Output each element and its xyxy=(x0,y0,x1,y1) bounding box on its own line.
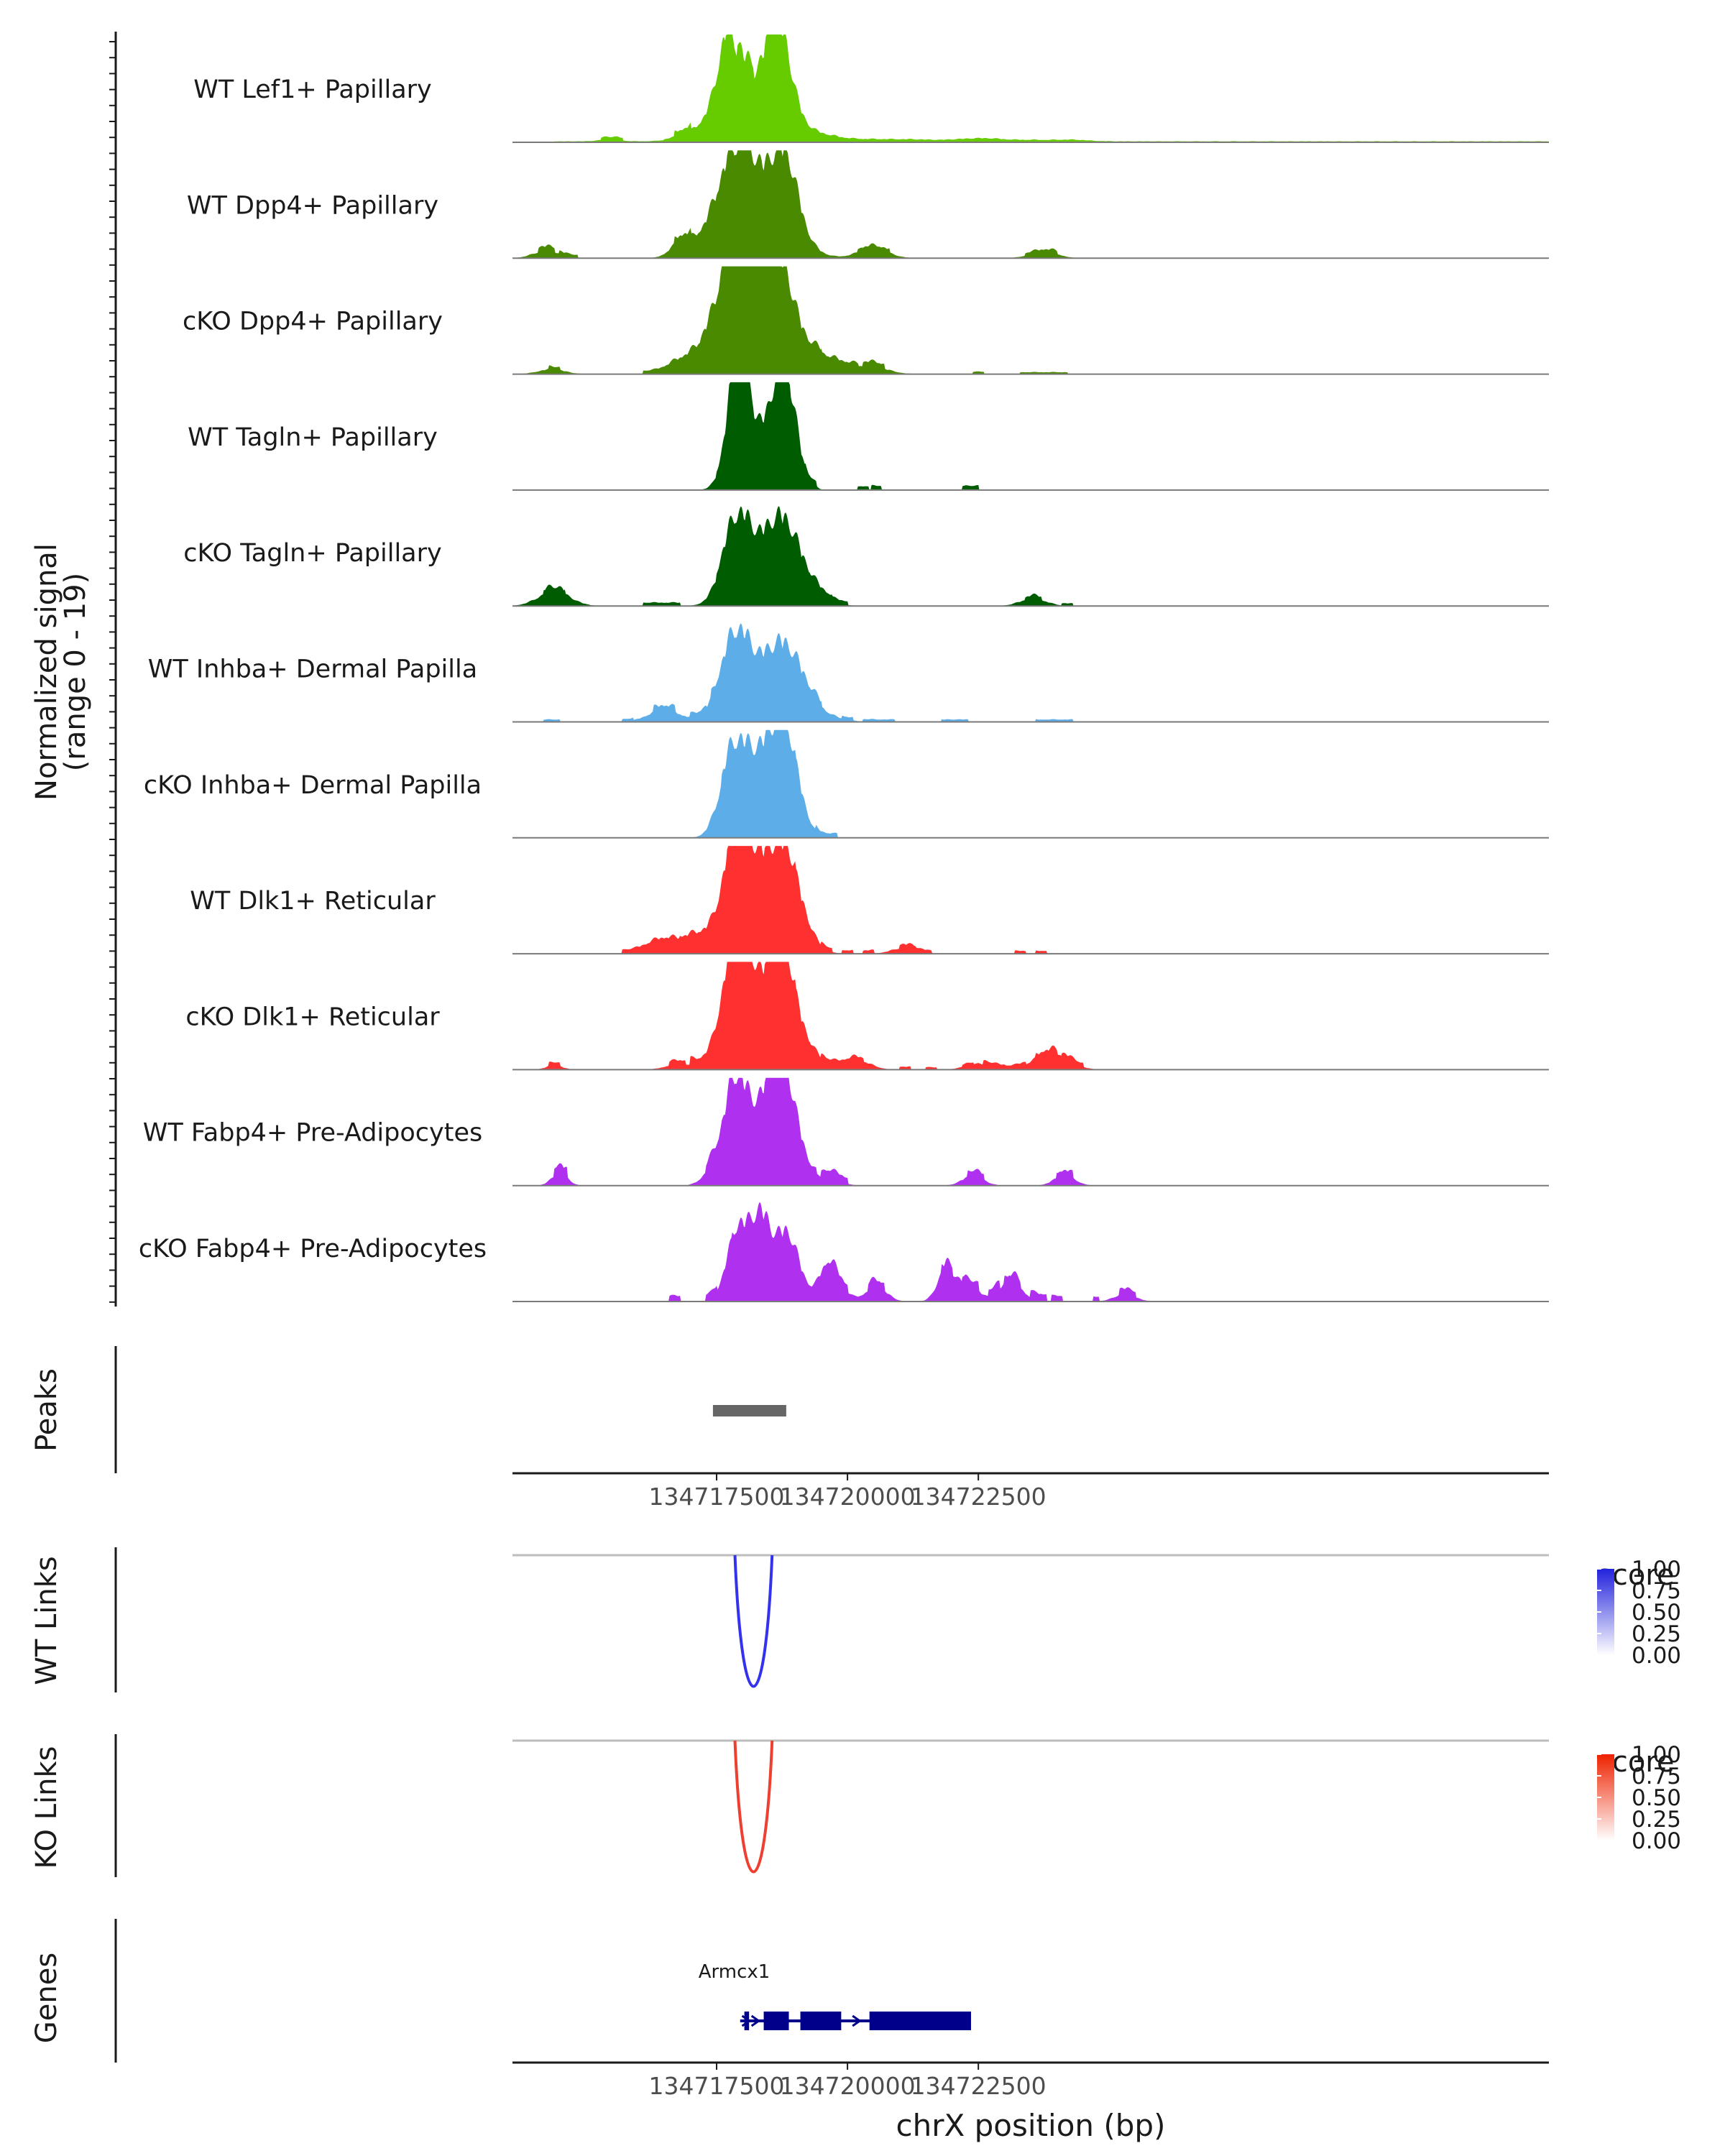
ko-links-label: KO Links xyxy=(30,1746,63,1869)
x-axis-tick-label: 134720000 xyxy=(780,2072,916,2100)
link-track-ko-links: 1.000.750.500.250.00 xyxy=(114,1734,1681,1877)
wt-links-label: WT Links xyxy=(30,1556,63,1685)
track-label: cKO Tagln+ Papillary xyxy=(183,539,442,568)
x-axis-tick-label: 134722500 xyxy=(911,2072,1046,2100)
peak-region xyxy=(712,1405,786,1416)
track-label: WT Dlk1+ Reticular xyxy=(190,887,436,916)
gene-exon xyxy=(744,2012,750,2030)
genes-track-label: Genes xyxy=(30,1953,63,2043)
peaks-track: Peaks xyxy=(30,1346,786,1473)
score-legend-label: 0.50 xyxy=(1632,1600,1681,1626)
score-legend-label: 0.75 xyxy=(1632,1764,1681,1789)
x-axis-tick-label: 134722500 xyxy=(911,1483,1046,1511)
x-axis-tick-label: 134717500 xyxy=(649,1483,785,1511)
coverage-track-wt-tagln-papillary: WT Tagln+ Papillary xyxy=(188,382,1549,491)
coverage-track-cko-tagln-papillary: cKO Tagln+ Papillary xyxy=(183,506,1549,607)
coverage-track-cko-fabp4-pre-adipocytes: cKO Fabp4+ Pre-Adipocytes xyxy=(139,1202,1549,1302)
track-label: cKO Inhba+ Dermal Papilla xyxy=(144,771,482,800)
gene-exon xyxy=(869,2012,971,2030)
strand-arrow xyxy=(852,2014,862,2027)
track-label: cKO Fabp4+ Pre-Adipocytes xyxy=(139,1235,487,1263)
gene-name-label: Armcx1 xyxy=(699,1961,770,1983)
coverage-area xyxy=(512,846,1549,954)
coverage-track-cko-dpp4-papillary: cKO Dpp4+ Papillary xyxy=(183,266,1549,375)
track-label: WT Tagln+ Papillary xyxy=(188,423,438,452)
link-tracks: WT Links KO Links score score 1.000.750.… xyxy=(30,1547,1681,1877)
coverage-track-wt-fabp4-pre-adipocytes: WT Fabp4+ Pre-Adipocytes xyxy=(143,1077,1549,1187)
coverage-track-wt-lef1-papillary: WT Lef1+ Papillary xyxy=(193,34,1549,143)
coverage-track-wt-dlk1-reticular: WT Dlk1+ Reticular xyxy=(190,846,1549,955)
coverage-area xyxy=(512,34,1549,142)
score-legend-label: 1.00 xyxy=(1632,1742,1681,1768)
score-legend-label: 0.25 xyxy=(1632,1621,1681,1647)
score-legend-label: 0.75 xyxy=(1632,1578,1681,1604)
coverage-y-axis: Normalized signal (range 0 - 19) xyxy=(30,32,117,1307)
link-track-wt-links: 1.000.750.500.250.00 xyxy=(114,1547,1681,1692)
peaks-track-label: Peaks xyxy=(30,1368,63,1452)
track-label: cKO Dpp4+ Papillary xyxy=(183,308,443,336)
coverage-area xyxy=(512,623,1549,722)
coverage-area xyxy=(512,962,1549,1070)
score-legend-label: 1.00 xyxy=(1632,1557,1681,1583)
strand-arrow xyxy=(750,2014,761,2027)
x-axis-tick-label: 134717500 xyxy=(649,2072,785,2100)
coverage-area xyxy=(512,266,1549,374)
track-label: WT Lef1+ Papillary xyxy=(193,75,432,104)
coverage-area xyxy=(512,150,1549,259)
coverage-area xyxy=(512,382,1549,490)
coverage-area xyxy=(512,506,1549,607)
gene-exon xyxy=(800,2012,842,2030)
score-legend-label: 0.25 xyxy=(1632,1807,1681,1833)
coverage-area xyxy=(512,729,1549,838)
strand-arrow xyxy=(741,2014,752,2027)
track-label: cKO Dlk1+ Reticular xyxy=(185,1003,440,1031)
coverage-tracks: WT Lef1+ Papillary WT Dpp4+ Papillary cKO … xyxy=(139,34,1549,1302)
coverage-area xyxy=(512,1077,1549,1186)
coverage-track-cko-dlk1-reticular: cKO Dlk1+ Reticular xyxy=(185,962,1549,1071)
coverage-y-axis-title: Normalized signal xyxy=(30,543,63,801)
coverage-y-axis-range: (range 0 - 19) xyxy=(59,573,92,771)
gene-track: Genes Armcx1 xyxy=(30,1919,971,2063)
track-label: WT Dpp4+ Papillary xyxy=(187,191,438,220)
coverage-track-cko-inhba-dermal-papilla: cKO Inhba+ Dermal Papilla xyxy=(144,729,1549,839)
link-arc xyxy=(733,1554,774,1688)
score-legend-label: 0.50 xyxy=(1632,1785,1681,1811)
x-axis-tick-label: 134720000 xyxy=(780,1483,916,1511)
coverage-track-wt-inhba-dermal-papilla: WT Inhba+ Dermal Papilla xyxy=(148,623,1549,723)
gene-model-armcx1: Armcx1 xyxy=(699,1961,971,2030)
coverage-area xyxy=(512,1202,1549,1302)
track-label: WT Fabp4+ Pre-Adipocytes xyxy=(143,1119,482,1148)
track-label: WT Inhba+ Dermal Papilla xyxy=(148,655,477,684)
score-legend-label: 0.00 xyxy=(1632,1643,1681,1669)
gene-exon xyxy=(763,2012,789,2030)
link-arc xyxy=(733,1740,774,1874)
x-axis-title: chrX position (bp) xyxy=(896,2108,1166,2143)
x-axis-lower: chrX position (bp) 134717500134720000134… xyxy=(512,2061,1549,2143)
score-legend-label: 0.00 xyxy=(1632,1828,1681,1854)
coverage-track-wt-dpp4-papillary: WT Dpp4+ Papillary xyxy=(187,150,1549,259)
